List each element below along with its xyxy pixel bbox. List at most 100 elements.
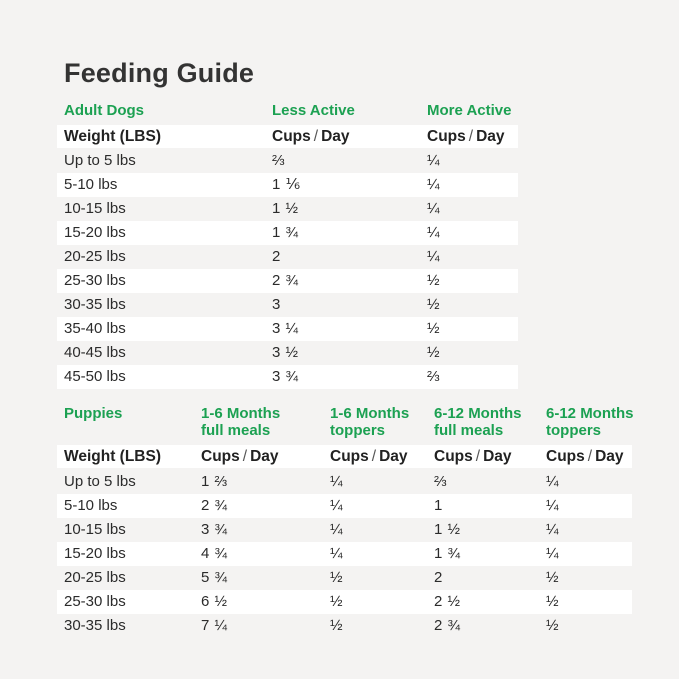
table-row: 35-40 lbs 3 ¼ ½ (57, 317, 518, 341)
toppers-6-12-value: ¼ (546, 545, 560, 562)
weight-cell: 30-35 lbs (64, 617, 126, 634)
weight-cell: 15-20 lbs (64, 545, 126, 562)
less-active-value: 3 ¾ (272, 368, 299, 385)
table-row: 15-20 lbs 1 ¾ ¼ (57, 221, 518, 245)
full-meals-1-6-value: 1 ⅔ (201, 473, 228, 490)
weight-cell: 35-40 lbs (64, 320, 126, 337)
toppers-1-6-value: ¼ (330, 473, 344, 490)
weight-cell: 25-30 lbs (64, 593, 126, 610)
table-row: 5-10 lbs 2 ¾ ¼ 1 ¼ (57, 494, 632, 518)
toppers-1-6-value: ¼ (330, 545, 344, 562)
header-line2: full meals (201, 422, 271, 439)
weight-cell: 5-10 lbs (64, 176, 118, 193)
slash-separator: / (475, 448, 481, 465)
weight-cell: 25-30 lbs (64, 272, 126, 289)
header-line2: toppers (546, 422, 602, 439)
toppers-1-6-value: ¼ (330, 521, 344, 538)
full-meals-1-6-value: 4 ¾ (201, 545, 228, 562)
toppers-1-6-value: ½ (330, 569, 344, 586)
table-row: 10-15 lbs 1 ½ ¼ (57, 197, 518, 221)
full-meals-6-12-value: ⅔ (434, 473, 448, 490)
header-line1: 6-12 Months (434, 405, 522, 422)
table-row: 20-25 lbs 2 ¼ (57, 245, 518, 269)
less-active-value: 3 (272, 296, 281, 313)
slash-separator: / (371, 448, 377, 465)
day-label: Day (476, 128, 505, 145)
full-meals-1-6-value: 3 ¾ (201, 521, 228, 538)
weight-cell: 30-35 lbs (64, 296, 126, 313)
full-meals-1-6-value: 5 ¾ (201, 569, 228, 586)
cups-label: Cups (427, 128, 466, 145)
weight-header: Weight (LBS) (64, 128, 162, 145)
toppers-6-12-value: ¼ (546, 497, 560, 514)
adult-dogs-header-row: Adult Dogs Less Active More Active (0, 102, 679, 122)
cups-day-header: Cups / Day (330, 445, 408, 468)
cups-label: Cups (546, 448, 585, 465)
weight-header: Weight (LBS) (64, 448, 162, 465)
toppers-6-12-value: ½ (546, 617, 560, 634)
less-active-value: ⅔ (272, 152, 286, 169)
less-active-value: 1 ½ (272, 200, 299, 217)
less-active-value: 2 ¾ (272, 272, 299, 289)
toppers-6-12-value: ½ (546, 569, 560, 586)
puppies-table-header-row: Weight (LBS) Cups / Day Cups / Day Cups / Day … (57, 445, 632, 468)
more-active-value: ¼ (427, 224, 441, 241)
day-label: Day (483, 448, 512, 465)
header-line1: 1-6 Months (330, 405, 410, 422)
toppers-6-12-value: ½ (546, 593, 560, 610)
cups-label: Cups (272, 128, 311, 145)
more-active-label: More Active (427, 102, 512, 119)
cups-label: Cups (330, 448, 369, 465)
less-active-value: 1 ¾ (272, 224, 299, 241)
slash-separator: / (242, 448, 248, 465)
full-meals-6-12-value: 1 ¾ (434, 545, 461, 562)
slash-separator: / (587, 448, 593, 465)
col-header-6-12-toppers: 6-12 Months toppers (546, 405, 634, 439)
puppies-table-rows: Up to 5 lbs 1 ⅔ ¼ ⅔ ¼ 5-10 lbs 2 ¾ ¼ 1 ¼ 10-15 lbs… (57, 470, 632, 638)
day-label: Day (595, 448, 624, 465)
table-row: 25-30 lbs 2 ¾ ½ (57, 269, 518, 293)
col-header-1-6-toppers: 1-6 Months toppers (330, 405, 409, 439)
cups-label: Cups (201, 448, 240, 465)
slash-separator: / (468, 128, 474, 145)
toppers-6-12-value: ¼ (546, 521, 560, 538)
cups-label: Cups (434, 448, 473, 465)
table-row: Up to 5 lbs 1 ⅔ ¼ ⅔ ¼ (57, 470, 632, 494)
table-row: 10-15 lbs 3 ¾ ¼ 1 ½ ¼ (57, 518, 632, 542)
table-row: Up to 5 lbs ⅔ ¼ (57, 149, 518, 173)
more-active-value: ½ (427, 296, 441, 313)
table-row: 40-45 lbs 3 ½ ½ (57, 341, 518, 365)
full-meals-1-6-value: 2 ¾ (201, 497, 228, 514)
weight-cell: 20-25 lbs (64, 569, 126, 586)
page-title: Feeding Guide (64, 58, 255, 88)
full-meals-1-6-value: 6 ½ (201, 593, 228, 610)
table-row: 5-10 lbs 1 ⅙ ¼ (57, 173, 518, 197)
more-active-value: ¼ (427, 248, 441, 265)
more-active-value: ½ (427, 320, 441, 337)
weight-cell: 15-20 lbs (64, 224, 126, 241)
day-label: Day (250, 448, 279, 465)
header-line2: full meals (434, 422, 504, 439)
slash-separator: / (313, 128, 319, 145)
full-meals-6-12-value: 2 ½ (434, 593, 461, 610)
more-active-value: ¼ (427, 152, 441, 169)
full-meals-6-12-value: 2 (434, 569, 443, 586)
cups-day-header: Cups / Day (272, 125, 350, 148)
table-row: 25-30 lbs 6 ½ ½ 2 ½ ½ (57, 590, 632, 614)
header-line1: 6-12 Months (546, 405, 634, 422)
less-active-value: 1 ⅙ (272, 176, 301, 193)
weight-cell: 10-15 lbs (64, 200, 126, 217)
full-meals-6-12-value: 2 ¾ (434, 617, 461, 634)
toppers-1-6-value: ½ (330, 617, 344, 634)
more-active-value: ½ (427, 272, 441, 289)
col-header-1-6-full-meals: 1-6 Months full meals (201, 405, 280, 439)
full-meals-6-12-value: 1 (434, 497, 443, 514)
adult-table-rows: Up to 5 lbs ⅔ ¼ 5-10 lbs 1 ⅙ ¼ 10-15 lbs 1 ½ ¼ 15… (57, 149, 518, 389)
adult-table-header-row: Weight (LBS) Cups / Day Cups / Day (57, 125, 518, 148)
toppers-1-6-value: ½ (330, 593, 344, 610)
table-row: 30-35 lbs 3 ½ (57, 293, 518, 317)
cups-day-header: Cups / Day (201, 445, 279, 468)
adult-dogs-label: Adult Dogs (64, 102, 144, 119)
cups-day-header: Cups / Day (427, 125, 505, 148)
